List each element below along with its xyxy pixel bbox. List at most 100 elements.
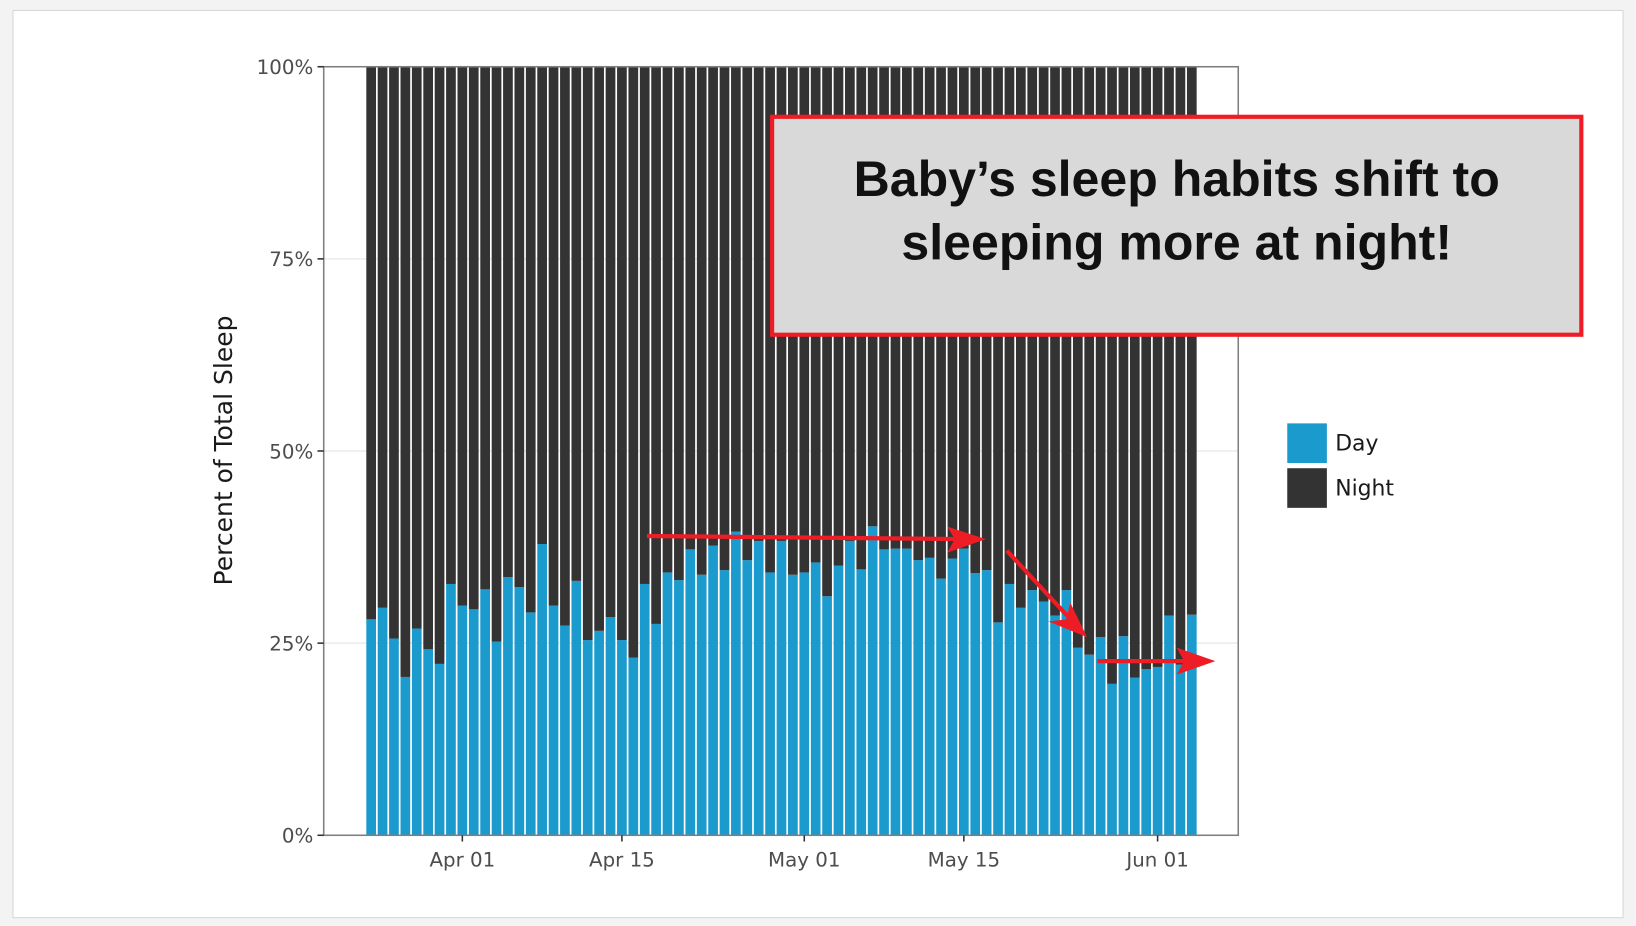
annotation-box	[770, 114, 1584, 337]
bar-segment	[457, 605, 468, 836]
bar-segment	[731, 531, 741, 836]
bar-segment	[1141, 669, 1152, 836]
bar-segment	[731, 66, 741, 532]
bar-segment	[947, 558, 958, 836]
bar-segment	[674, 66, 684, 581]
bar-segment	[1084, 66, 1095, 655]
bar-segment	[1141, 66, 1152, 670]
bar-segment	[1152, 666, 1163, 836]
bar-segment	[890, 548, 901, 836]
bar-segment	[719, 66, 730, 571]
bar-segment	[788, 574, 798, 836]
bar-segment	[833, 565, 844, 836]
bar-segment	[617, 640, 627, 836]
annotation-line: sleeping more at night!	[901, 215, 1452, 271]
bar-segment	[514, 587, 525, 836]
bar-segment	[582, 66, 593, 641]
bar-segment	[685, 66, 696, 550]
bar-segment	[1118, 66, 1129, 637]
bar-segment	[1118, 636, 1129, 836]
bar-segment	[1186, 614, 1197, 836]
bar-segment	[685, 549, 696, 836]
bar-segment	[491, 66, 502, 642]
bar-segment	[856, 569, 867, 836]
bar-segment	[411, 628, 422, 836]
x-tick-label: May 01	[768, 849, 840, 872]
bar-segment	[674, 580, 684, 836]
legend-swatch	[1287, 468, 1327, 508]
annotation-line: Baby’s sleep habits shift to	[854, 151, 1500, 207]
bar-segment	[480, 589, 490, 836]
bar-segment	[1084, 654, 1095, 836]
bar-segment	[753, 540, 764, 836]
bar-segment	[525, 612, 536, 836]
bar-segment	[1186, 66, 1197, 615]
bar-segment	[525, 66, 536, 613]
bar-segment	[799, 572, 810, 836]
x-tick-label: Apr 15	[589, 849, 655, 872]
bar-segment	[446, 66, 456, 584]
bar-segment	[708, 545, 718, 836]
bar-segment	[1038, 601, 1049, 836]
bar-segment	[605, 617, 616, 836]
bar-segment	[708, 66, 718, 546]
bar-segment	[514, 66, 525, 588]
bar-segment	[571, 580, 582, 836]
bar-segment	[639, 583, 650, 836]
bar-segment	[1129, 677, 1140, 836]
x-tick-label: Apr 01	[429, 849, 495, 872]
bar-segment	[970, 573, 981, 836]
bar-segment	[696, 574, 707, 836]
bar-segment	[1004, 583, 1015, 836]
bar-segment	[468, 609, 479, 836]
bar-segment	[765, 572, 775, 836]
bar-segment	[548, 66, 559, 606]
bar-segment	[742, 66, 753, 561]
x-tick-label: Jun 01	[1124, 849, 1188, 872]
y-tick-label: 25%	[269, 632, 313, 655]
bar-segment	[423, 649, 434, 836]
bar-segment	[1050, 615, 1060, 836]
bar-segment	[913, 560, 924, 836]
bar-segment	[377, 607, 388, 836]
y-tick-label: 75%	[269, 248, 313, 271]
y-axis-label: Percent of Total Sleep	[209, 315, 238, 585]
bar-segment	[366, 619, 377, 836]
bar-segment	[1095, 636, 1106, 836]
arrows	[646, 526, 1216, 675]
bar-segment	[1152, 66, 1163, 667]
bar-segment	[958, 548, 969, 836]
bar-segment	[662, 66, 673, 573]
bar-segment	[1164, 66, 1174, 616]
bar-segment	[400, 676, 411, 836]
bar-segment	[423, 66, 434, 650]
bar-segment	[480, 66, 490, 590]
bar-segment	[1175, 664, 1186, 836]
bar-segment	[389, 66, 399, 639]
bar-segment	[537, 544, 547, 836]
bar-segment	[1015, 66, 1026, 608]
bar-segment	[411, 66, 422, 629]
bar-segment	[1107, 683, 1117, 836]
bar-segment	[1072, 66, 1083, 648]
y-tick-label: 100%	[257, 56, 314, 79]
bar-segment	[377, 66, 388, 608]
bar-segment	[651, 66, 661, 624]
bar-segment	[867, 526, 878, 836]
bar-segment	[366, 66, 377, 620]
bar-segment	[719, 570, 730, 836]
bar-segment	[503, 577, 513, 836]
bar-segment	[924, 557, 935, 836]
y-tick-label: 50%	[269, 440, 313, 463]
bar-segment	[1050, 66, 1060, 616]
bar-segment	[1027, 590, 1038, 836]
bar-segment	[400, 66, 411, 677]
bar-segment	[594, 66, 604, 631]
bar-segment	[617, 66, 627, 641]
bar-segment	[628, 657, 639, 836]
bar-segment	[434, 663, 445, 836]
x-tick-label: May 15	[928, 849, 1000, 872]
bar-segment	[1175, 66, 1186, 665]
bar-segment	[993, 66, 1003, 623]
